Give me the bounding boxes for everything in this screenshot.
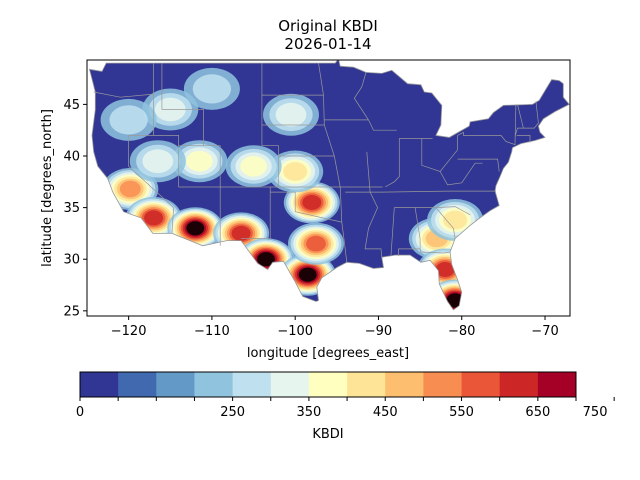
hotspot-nevada xyxy=(129,140,186,183)
hotspot-level xyxy=(443,210,468,230)
map-plot-area xyxy=(86,59,571,317)
state-borders xyxy=(93,63,539,263)
hotspot-level xyxy=(283,162,308,181)
state-border xyxy=(153,109,204,147)
state-border xyxy=(435,207,456,239)
x-tick-label: −120 xyxy=(111,324,147,339)
colorbar-tick-label: 450 xyxy=(373,405,398,420)
hotspot-level xyxy=(306,235,326,252)
hotspot-level xyxy=(144,210,164,226)
state-border xyxy=(457,104,517,146)
state-border xyxy=(241,187,271,239)
hotspot-utah xyxy=(171,140,228,183)
x-tick-label: −110 xyxy=(194,324,230,339)
hotspot-level xyxy=(302,195,322,210)
hotspot-level xyxy=(119,180,141,198)
title-line-1: Original KBDI xyxy=(278,17,378,35)
kbdi-hotspot-layer xyxy=(100,67,484,310)
state-border xyxy=(439,162,483,186)
state-border xyxy=(384,138,400,188)
colorbar-bin xyxy=(537,372,577,397)
state-border xyxy=(93,91,154,98)
hotspot-level xyxy=(298,267,317,282)
hotspot-dakotas xyxy=(263,93,319,136)
y-tick-label: 40 xyxy=(63,150,80,165)
colorbar-bin xyxy=(232,372,272,397)
colorbar-ticks: 0 250 350 450 550 650 750 xyxy=(76,397,615,420)
colorbar-tick-label: 0 xyxy=(76,405,84,420)
map-content xyxy=(88,60,570,311)
hotspot-montana xyxy=(183,67,240,110)
hotspot-level xyxy=(142,149,174,174)
colorbar-bin xyxy=(80,372,119,397)
colorbar-bins xyxy=(80,372,577,397)
colorbar-tick-label: 350 xyxy=(297,405,322,420)
state-border xyxy=(535,101,539,124)
y-axis-ticks: 25 30 35 40 45 xyxy=(63,98,87,319)
state-border xyxy=(261,63,279,187)
colorbar-bin xyxy=(118,372,157,397)
x-axis-ticks: −120 −110 −100 −90 −80 −70 xyxy=(111,316,559,339)
hotspot-level xyxy=(435,262,455,277)
hotspot-level xyxy=(192,74,232,104)
colorbar: 0 250 350 450 550 650 750 KBDI xyxy=(76,371,615,442)
x-axis-label: longitude [degrees_east] xyxy=(247,346,409,361)
state-border xyxy=(394,206,471,216)
y-axis-label: latitude [degrees_north] xyxy=(40,109,55,267)
y-tick-label: 30 xyxy=(63,253,80,268)
state-border xyxy=(128,63,174,234)
colorbar-bin xyxy=(308,372,348,397)
hotspot-level xyxy=(231,225,251,241)
state-border xyxy=(457,158,500,172)
x-tick-label: −80 xyxy=(448,324,475,339)
x-tick-label: −100 xyxy=(277,324,313,339)
hotspot-level xyxy=(186,221,205,236)
hotspot-kansas xyxy=(267,150,324,193)
colorbar-bin xyxy=(347,372,386,397)
coastline xyxy=(88,60,570,311)
state-border xyxy=(419,248,451,254)
state-border xyxy=(517,104,524,129)
colorbar-tick-label: 750 xyxy=(583,405,608,420)
colorbar-bin xyxy=(156,372,195,397)
colorbar-bin xyxy=(194,372,234,397)
hotspot-colorado xyxy=(225,145,282,188)
colorbar-bin xyxy=(270,372,310,397)
hotspot-oregon xyxy=(100,98,157,141)
state-border xyxy=(514,122,539,137)
colorbar-tick-label: 650 xyxy=(525,405,550,420)
colorbar-bin xyxy=(385,372,424,397)
plot-frame xyxy=(86,59,571,317)
colorbar-tick-label: 550 xyxy=(449,405,474,420)
colorbar-bin xyxy=(461,372,501,397)
x-tick-label: −70 xyxy=(531,324,558,339)
state-border xyxy=(345,190,496,193)
colorbar-bin xyxy=(423,372,462,397)
hotspot-level xyxy=(240,156,267,177)
colorbar-frame xyxy=(79,371,577,398)
state-border xyxy=(353,72,397,131)
hotspot-level xyxy=(257,252,275,267)
state-border xyxy=(203,145,221,246)
title-line-2: 2026-01-14 xyxy=(284,35,371,53)
hotspot-central-texas xyxy=(288,222,344,265)
state-border xyxy=(318,63,348,263)
x-tick-label: −90 xyxy=(365,324,392,339)
state-border xyxy=(390,207,395,256)
y-tick-label: 45 xyxy=(63,98,80,113)
colorbar-tick-label: 250 xyxy=(220,405,245,420)
colorbar-bin xyxy=(499,372,539,397)
hotspot-level xyxy=(186,150,213,172)
colorbar-label: KBDI xyxy=(312,427,343,442)
hotspot-oklahoma xyxy=(283,181,340,224)
state-border xyxy=(516,135,531,143)
hotspot-level xyxy=(275,102,307,127)
state-border xyxy=(270,191,342,223)
y-tick-label: 35 xyxy=(63,201,80,216)
hotspot-level xyxy=(109,105,148,135)
y-tick-label: 25 xyxy=(63,304,80,319)
